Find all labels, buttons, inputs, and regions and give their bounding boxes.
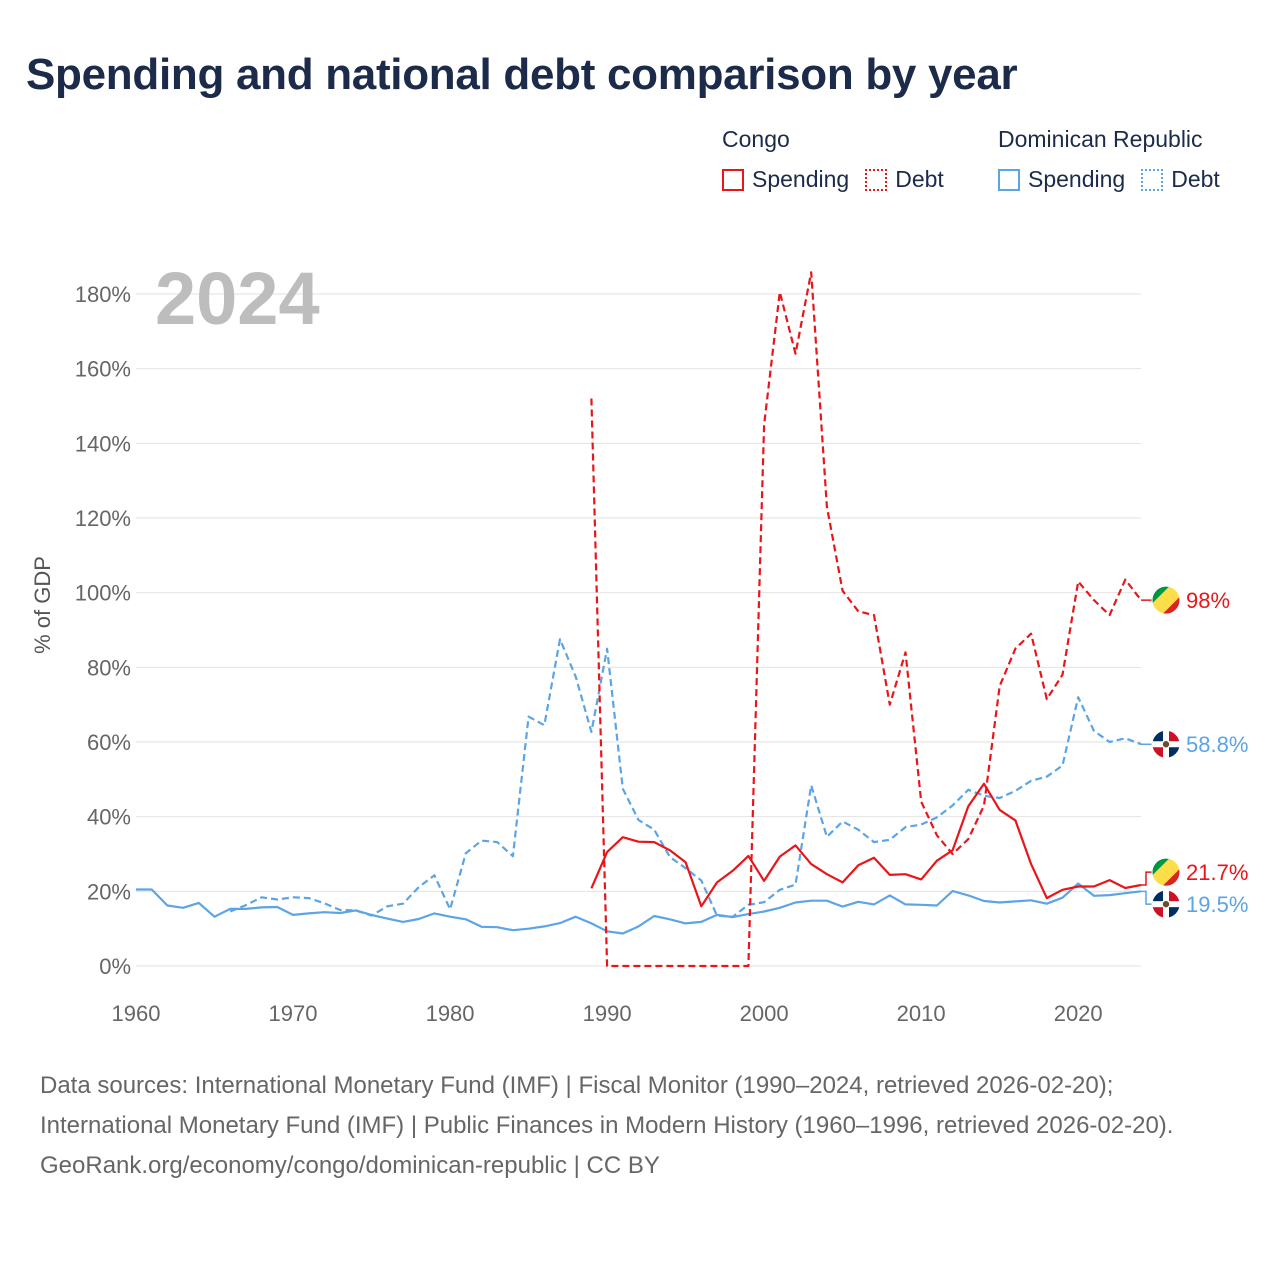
y-tick-label: 180% [75,282,131,307]
dominican-republic-debt-line [229,638,1142,918]
legend-group-name: Dominican Republic [998,126,1203,152]
y-tick-label: 20% [87,879,131,904]
legend-group-name: Congo [722,126,790,152]
legend-dominican-republic: Dominican Republic Spending Debt [998,124,1220,193]
series-lines [136,271,1142,968]
y-tick-label: 160% [75,357,131,382]
congo-spending-end-label: 21.7% [1186,860,1248,885]
legend-label: Spending [752,166,850,192]
legend-congo-spending[interactable]: Spending [722,166,849,193]
line-chart: 2024 0%20%40%60%80%100%120%140%160%180% … [30,257,1248,1026]
legend-dominican-republic-spending[interactable]: Spending [998,166,1125,193]
y-tick-label: 60% [87,730,131,755]
dominican-republic-spending-connector [1141,890,1152,905]
y-tick-label: 100% [75,581,131,606]
dominican-republic-flag [1152,730,1180,759]
x-tick-label: 2010 [897,1001,946,1026]
y-axis: 0% 20% 40% 60% 80% 100% 120% 140% 160% 180% [75,282,131,979]
x-tick-label: 2020 [1054,1001,1103,1026]
legend-label: Debt [895,166,944,192]
congo-debt-end-label: 98% [1186,588,1230,613]
chart-title: Spending and national debt comparison by… [26,50,1018,99]
y-tick-label: 120% [75,506,131,531]
legend-congo-debt[interactable]: Debt [865,166,944,193]
y-tick-label: 0% [99,954,131,979]
legend-swatch [998,168,1020,191]
year-watermark: 2024 [155,257,320,340]
congo-debt-line [590,271,1142,968]
legend-swatch [865,168,888,191]
congo-spending-line [590,782,1142,908]
x-axis: 1960 1970 1980 1990 2000 2010 2020 [112,1001,1103,1026]
congo-spending-connector [1141,871,1152,886]
y-tick-label: 140% [75,431,131,456]
x-tick-label: 2000 [740,1001,789,1026]
legend-label: Spending [1028,166,1126,192]
legend-dominican-republic-debt[interactable]: Debt [1141,166,1220,193]
x-tick-label: 1980 [426,1001,475,1026]
legend-label: Debt [1171,166,1220,192]
data-sources: Data sources: International Monetary Fun… [40,1072,1174,1139]
legend-swatch [1141,168,1164,191]
dominican-republic-spending-end-label: 19.5% [1186,892,1248,917]
dominican-republic-debt-end-label: 58.8% [1186,732,1248,757]
gridlines [136,293,1141,967]
end-labels: 98% 58.8% 21.7% 19.5% [1141,585,1248,919]
x-tick-label: 1970 [269,1001,318,1026]
y-axis-label: % of GDP [30,556,55,654]
footer: Data sources: International Monetary Fun… [40,1066,1240,1186]
source-credit[interactable]: GeoRank.org/economy/congo/dominican-repu… [40,1152,660,1179]
legend-congo: Congo Spending Debt [722,124,944,193]
x-tick-label: 1990 [583,1001,632,1026]
dominican-republic-flag [1152,890,1180,919]
y-tick-label: 80% [87,655,131,680]
x-tick-label: 1960 [112,1001,161,1026]
legend-swatch [722,168,744,191]
dominican-republic-spending-line [136,882,1142,935]
y-tick-label: 40% [87,805,131,830]
